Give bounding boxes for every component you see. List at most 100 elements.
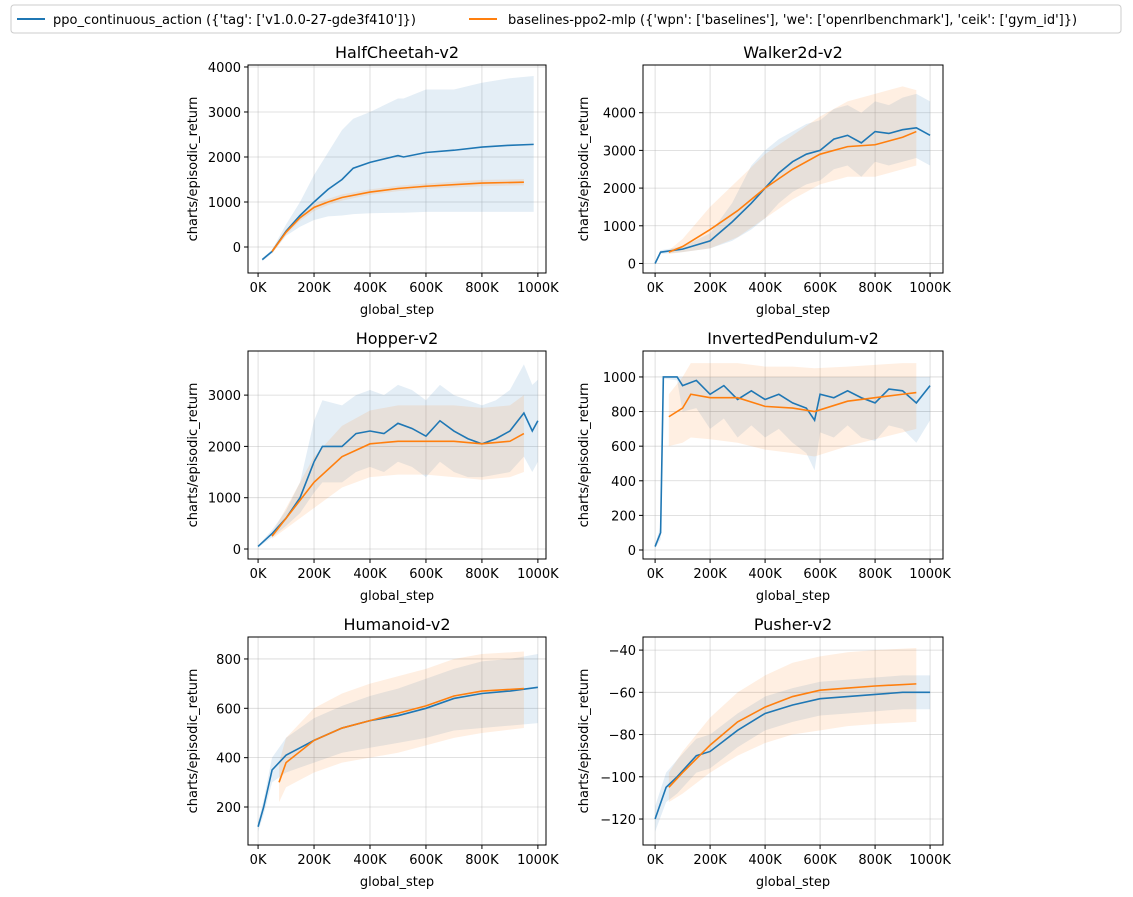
- subplot-invertedpendulum-v2: 0K 200K 400K 600K 800K 1000K 0 200 400 600 800 1000…: [577, 329, 951, 604]
- x-tick-label: 0K: [647, 567, 664, 582]
- y-tick-label: 3000: [208, 106, 241, 121]
- x-tick-label: 400K: [748, 853, 782, 868]
- y-tick-label: 400: [216, 752, 241, 767]
- line-baselines: [668, 683, 917, 788]
- subplot-walker2d-v2: 0K 200K 400K 600K 800K 1000K 0 1000 2000 3000 4000…: [577, 43, 951, 318]
- y-tick-label: 4000: [208, 61, 241, 76]
- x-tick-label: 800K: [858, 281, 892, 296]
- line-baselines: [668, 391, 917, 418]
- subplot-title: HalfCheetah-v2: [335, 43, 459, 62]
- x-tick-label: 1000K: [909, 567, 951, 582]
- line-baselines: [271, 432, 525, 537]
- x-tick-label: 0K: [250, 567, 267, 582]
- band-baselines: [668, 363, 917, 457]
- y-tick-label: 1000: [208, 492, 241, 507]
- y-tick-label: 0: [628, 544, 636, 559]
- x-tick-label: 1000K: [517, 281, 559, 296]
- x-tick-label: 200K: [693, 281, 727, 296]
- plot-area: [261, 75, 534, 262]
- x-axis-label: global_step: [360, 875, 434, 890]
- plot-area: [257, 364, 539, 548]
- axes-frame: [247, 350, 547, 560]
- x-axis-label: global_step: [756, 589, 830, 604]
- y-axis-label: charts/episodic_return: [577, 383, 592, 528]
- x-tick-label: 600K: [409, 281, 443, 296]
- subplot-hopper-v2: 0K 200K 400K 600K 800K 1000K 0 1000 2000 3000 Hopp…: [186, 329, 559, 604]
- x-tick-label: 600K: [803, 281, 837, 296]
- x-tick-label: 200K: [297, 567, 331, 582]
- band-baselines: [272, 179, 524, 254]
- y-tick-label: −60: [609, 686, 636, 701]
- y-tick-label: −100: [600, 771, 636, 786]
- x-tick-label: 400K: [353, 853, 387, 868]
- x-tick-label: 0K: [647, 281, 664, 296]
- plot-area: [257, 651, 538, 832]
- band-baselines: [272, 395, 524, 539]
- y-axis-label: charts/episodic_return: [186, 383, 201, 528]
- band-baselines: [279, 651, 524, 803]
- band-ppo: [655, 675, 931, 832]
- x-tick-label: 400K: [353, 567, 387, 582]
- line-ppo: [654, 376, 931, 547]
- y-tick-label: 0: [233, 543, 241, 558]
- plot-area: [654, 647, 931, 832]
- x-tick-label: 1000K: [909, 853, 951, 868]
- line-ppo: [257, 411, 539, 548]
- x-tick-label: 600K: [803, 567, 837, 582]
- y-tick-label: 4000: [603, 107, 636, 122]
- band-ppo: [258, 654, 538, 832]
- x-tick-label: 800K: [465, 281, 499, 296]
- y-tick-label: −40: [609, 644, 636, 659]
- y-tick-label: 2000: [603, 182, 636, 197]
- line-baselines: [668, 130, 917, 253]
- y-tick-label: −120: [600, 813, 636, 828]
- plot-area: [654, 86, 931, 264]
- x-tick-label: 0K: [647, 853, 664, 868]
- x-axis-label: global_step: [756, 303, 830, 318]
- legend: ppo_continuous_action ({'tag': ['v1.0.0-…: [10, 4, 1122, 34]
- y-tick-label: 3000: [603, 144, 636, 159]
- axes-frame: [247, 636, 547, 846]
- y-tick-label: 1000: [208, 196, 241, 211]
- legend-label-ppo: ppo_continuous_action ({'tag': ['v1.0.0-…: [53, 13, 416, 28]
- x-tick-label: 0K: [250, 281, 267, 296]
- band-baselines: [668, 647, 917, 803]
- y-tick-label: 200: [611, 509, 636, 524]
- line-ppo: [261, 143, 534, 261]
- x-tick-label: 400K: [748, 567, 782, 582]
- x-tick-label: 200K: [693, 853, 727, 868]
- line-ppo: [654, 691, 931, 820]
- x-tick-label: 800K: [858, 567, 892, 582]
- subplot-title: Humanoid-v2: [343, 615, 450, 634]
- legend-label-baselines: baselines-ppo2-mlp ({'wpn': ['baselines'…: [508, 13, 1077, 28]
- x-axis-label: global_step: [360, 589, 434, 604]
- y-tick-label: 3000: [208, 389, 241, 404]
- x-axis-label: global_step: [360, 303, 434, 318]
- x-tick-label: 0K: [250, 853, 267, 868]
- y-axis-label: charts/episodic_return: [577, 669, 592, 814]
- subplot-title: Pusher-v2: [754, 615, 832, 634]
- y-tick-label: 1000: [603, 371, 636, 386]
- x-tick-label: 600K: [409, 853, 443, 868]
- x-tick-label: 200K: [297, 281, 331, 296]
- x-tick-label: 800K: [858, 853, 892, 868]
- band-ppo: [262, 75, 534, 262]
- x-tick-label: 400K: [748, 281, 782, 296]
- line-baselines: [278, 687, 524, 783]
- y-axis-label: charts/episodic_return: [186, 669, 201, 814]
- x-tick-label: 600K: [409, 567, 443, 582]
- x-tick-label: 600K: [803, 853, 837, 868]
- y-tick-label: 800: [611, 406, 636, 421]
- y-tick-label: 600: [216, 702, 241, 717]
- band-ppo: [655, 376, 931, 549]
- y-axis-label: charts/episodic_return: [186, 97, 201, 242]
- x-tick-label: 800K: [465, 853, 499, 868]
- y-tick-label: 1000: [603, 220, 636, 235]
- x-tick-label: 200K: [693, 567, 727, 582]
- subplot-title: Walker2d-v2: [743, 43, 843, 62]
- axes-frame: [642, 64, 944, 274]
- axes-frame: [247, 64, 547, 274]
- subplot-title: Hopper-v2: [356, 329, 439, 348]
- axes-frame: [642, 350, 944, 560]
- y-tick-label: 200: [216, 801, 241, 816]
